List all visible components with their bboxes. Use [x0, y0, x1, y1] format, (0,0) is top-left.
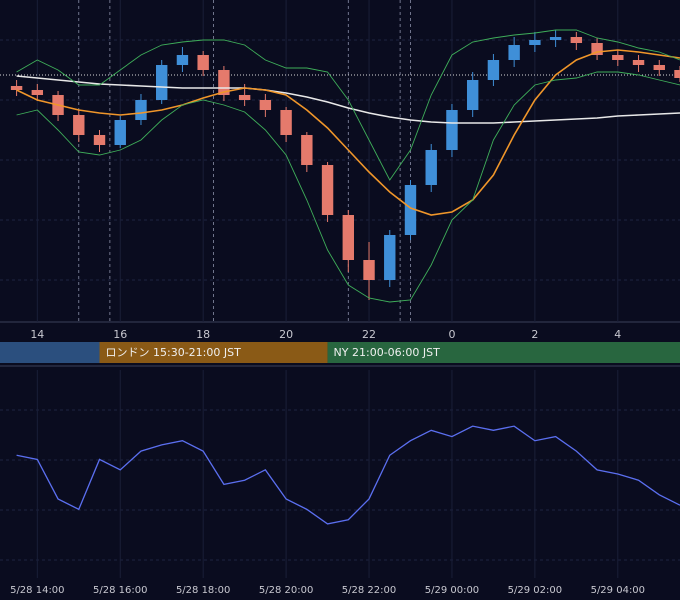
candle-body [176, 55, 189, 65]
candle-body [549, 37, 562, 40]
x-tick-label: 0 [448, 328, 455, 341]
session-label: ロンドン 15:30-21:00 JST [106, 346, 242, 359]
x-tick-label: 5/29 04:00 [591, 585, 645, 596]
candle-body [487, 60, 500, 80]
candle-body [321, 165, 334, 215]
candle-body [135, 100, 147, 120]
candle-body [156, 65, 168, 100]
candle-body [632, 60, 645, 65]
candle-body [31, 90, 44, 95]
candle-body [342, 215, 354, 260]
candle-body [238, 95, 251, 100]
main-grid [0, 39, 680, 561]
candle-body [591, 43, 603, 55]
indicator-line [16, 75, 680, 124]
x-tick-label: 5/28 22:00 [342, 585, 396, 596]
x-tick-label: 4 [614, 328, 621, 341]
candle-body [425, 150, 437, 185]
candle-body [674, 70, 680, 78]
x-tick-label: 22 [362, 328, 376, 341]
candle-body [301, 135, 313, 165]
oscillator-line [16, 425, 680, 525]
candle-body [280, 110, 292, 135]
candle-body [529, 40, 541, 45]
candle-body [653, 65, 665, 70]
candle-body [466, 80, 479, 110]
candle-body [612, 55, 624, 60]
x-tick-label: 5/29 00:00 [425, 585, 479, 596]
candle-body [384, 235, 396, 280]
candle-body [73, 115, 85, 135]
candle-body [363, 260, 375, 280]
x-tick-label: 20 [279, 328, 293, 341]
candle-body [259, 100, 272, 110]
candle-body [197, 55, 209, 70]
session-band [327, 342, 680, 363]
x-tick-label: 5/28 20:00 [259, 585, 313, 596]
x-tick-label: 2 [531, 328, 538, 341]
candle-body [10, 86, 23, 90]
session-band [99, 342, 328, 363]
indicator-line [16, 71, 680, 303]
x-tick-label: 18 [196, 328, 210, 341]
x-tick-label: 14 [30, 328, 44, 341]
x-tick-label: 5/28 14:00 [10, 585, 64, 596]
candle-body [446, 110, 458, 150]
x-tick-label: 5/28 16:00 [93, 585, 147, 596]
session-label: NY 21:00-06:00 JST [334, 346, 441, 359]
x-tick-label: 5/28 18:00 [176, 585, 230, 596]
candle-body [570, 37, 583, 43]
indicator-line [16, 49, 680, 216]
x-tick-label: 5/29 02:00 [508, 585, 562, 596]
candle-body [508, 45, 520, 60]
indicator-line [16, 29, 680, 181]
x-tick-label: 16 [113, 328, 127, 341]
session-band [0, 342, 100, 363]
candle-body [114, 120, 126, 145]
candle-body [93, 135, 106, 145]
candle-body [218, 70, 230, 95]
candle-body [404, 185, 417, 235]
